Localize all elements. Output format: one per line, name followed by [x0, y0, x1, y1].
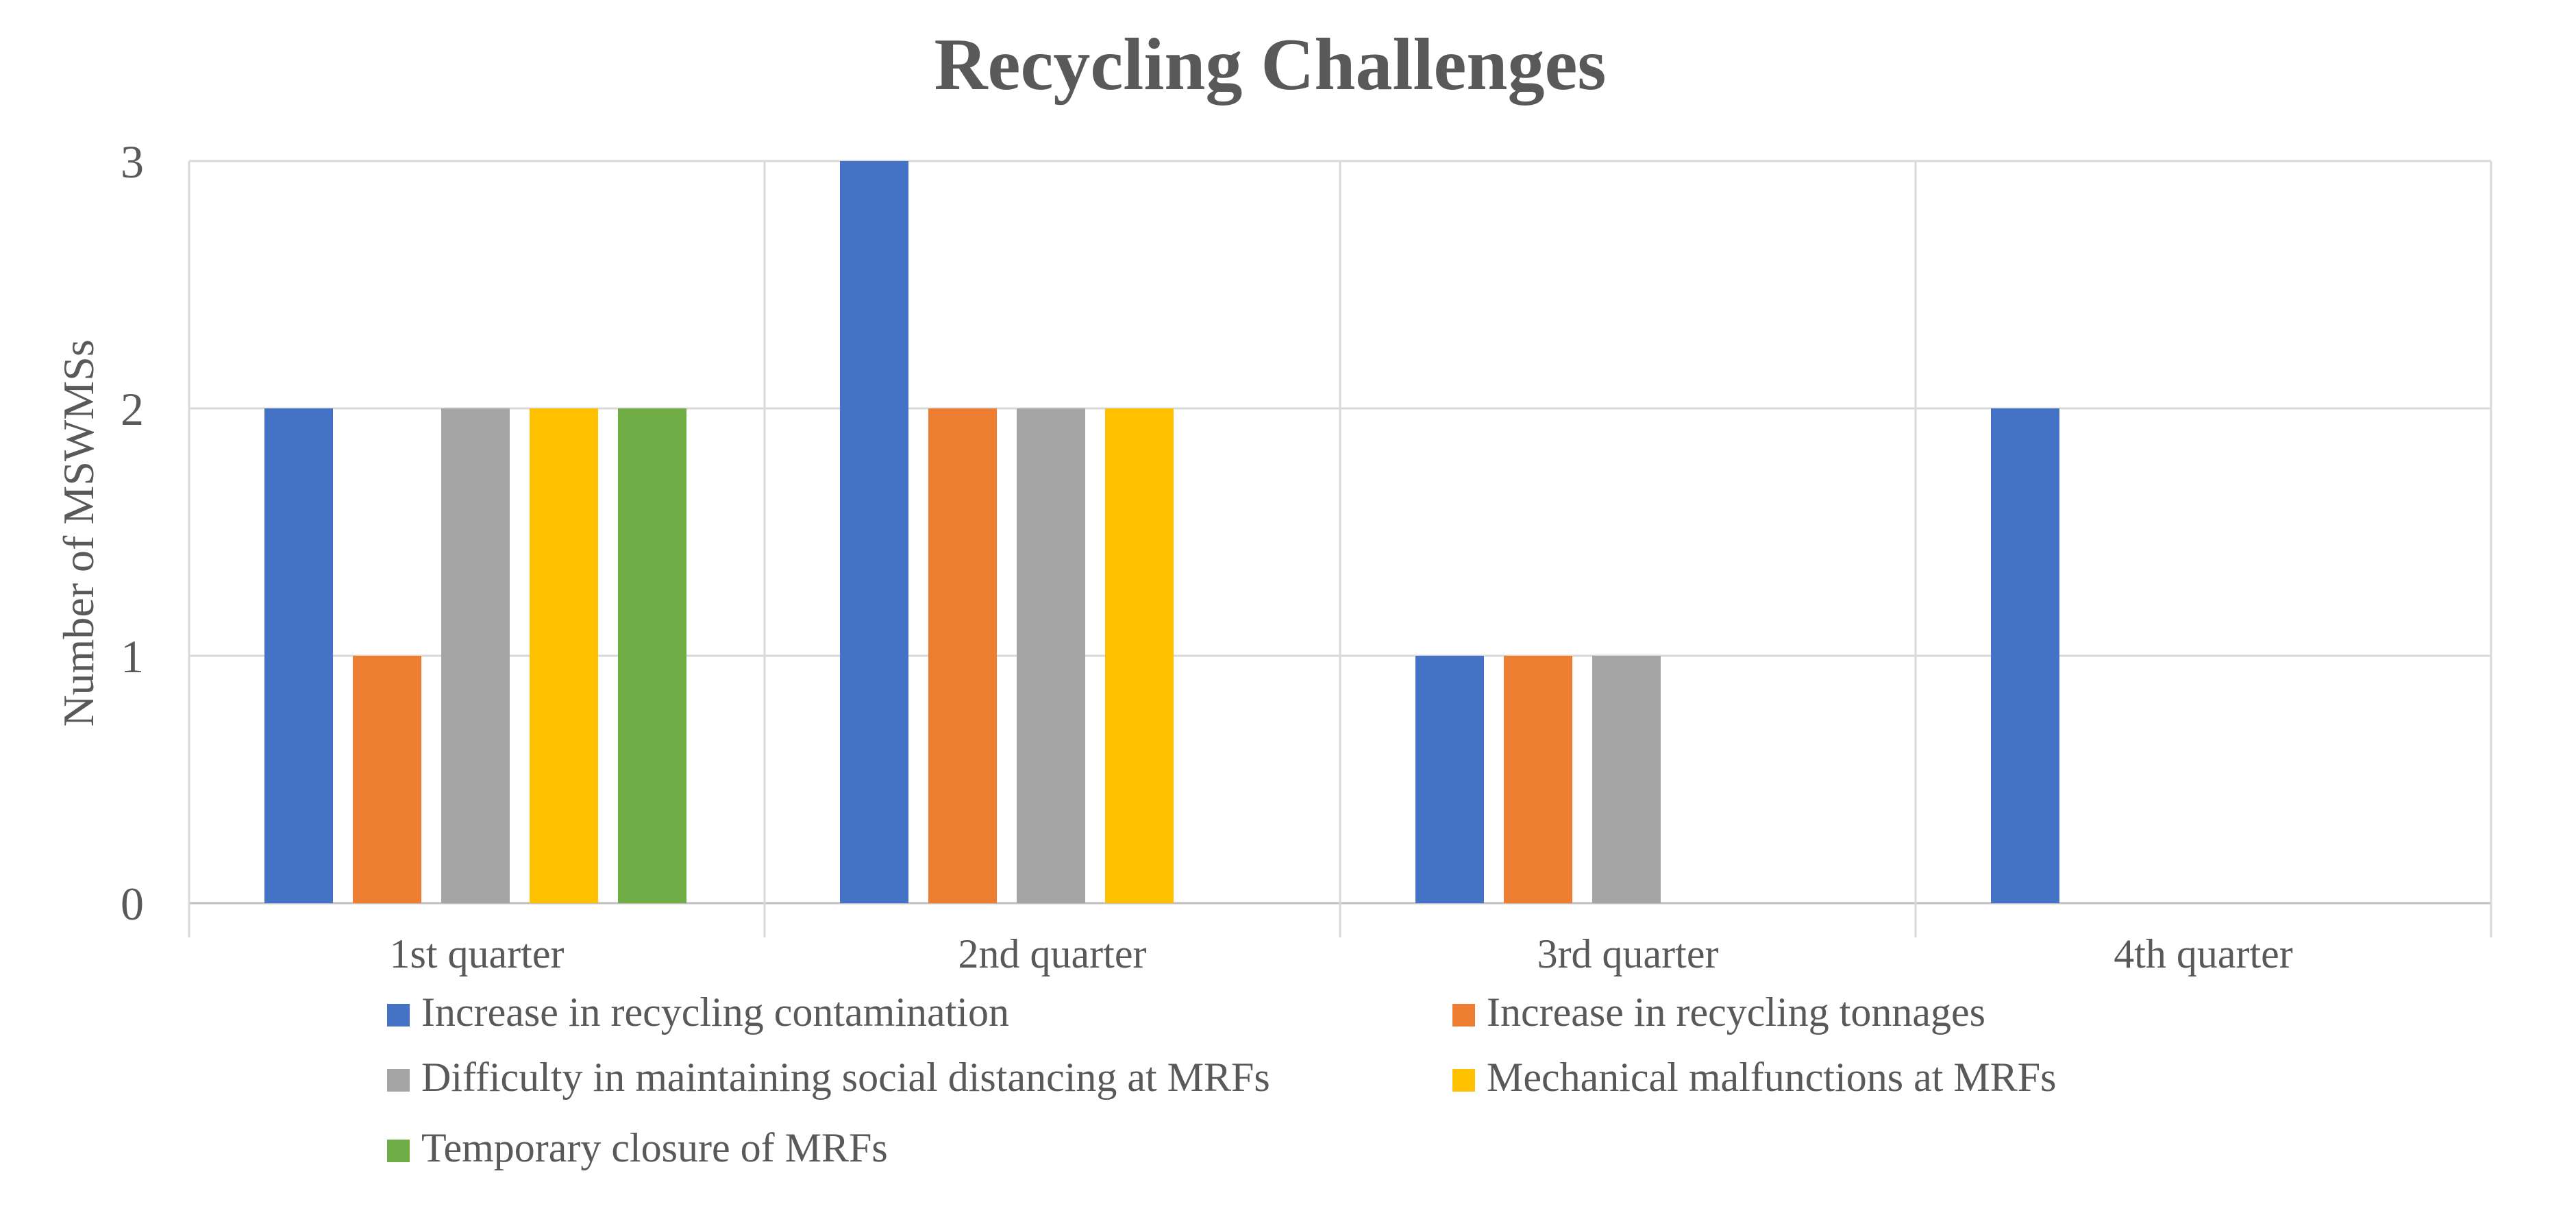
axes: 0 1 2 3 1st quarter 2nd quarter 3rd quarter 4th…: [121, 136, 2293, 976]
bar-series1-1st-quarter: [264, 408, 333, 903]
legend-swatch-3: [387, 1069, 410, 1092]
y-tick-label: 3: [121, 136, 144, 188]
bar-series1-4th-quarter: [1991, 408, 2059, 903]
x-tick-label: 3rd quarter: [1537, 931, 1719, 976]
legend-label-5: Temporary closure of MRFs: [421, 1125, 888, 1170]
bar-series2-1st-quarter: [353, 656, 421, 903]
legend-label-3: Difficulty in maintaining social distanc…: [421, 1055, 1270, 1100]
y-tick-label: 1: [121, 630, 144, 683]
bar-series4-1st-quarter: [530, 408, 598, 903]
x-tick-label: 4th quarter: [2114, 931, 2293, 976]
bar-series5-1st-quarter: [618, 408, 686, 903]
x-tick-label: 1st quarter: [390, 931, 565, 976]
bars: [264, 161, 2059, 903]
y-axis-label: Number of MSWMSs: [54, 339, 103, 726]
y-tick-label: 2: [121, 383, 144, 435]
bar-series3-2nd-quarter: [1017, 408, 1085, 903]
legend-swatch-1: [387, 1004, 410, 1027]
legend-swatch-2: [1452, 1004, 1475, 1027]
bar-series1-2nd-quarter: [840, 161, 908, 903]
legend-swatch-4: [1452, 1069, 1475, 1092]
legend-label-4: Mechanical malfunctions at MRFs: [1487, 1055, 2057, 1100]
legend-swatch-5: [387, 1140, 410, 1162]
bar-series3-1st-quarter: [441, 408, 510, 903]
bar-series4-2nd-quarter: [1105, 408, 1174, 903]
y-tick-label: 0: [121, 878, 144, 930]
bar-series3-3rd-quarter: [1592, 656, 1661, 903]
legend-label-2: Increase in recycling tonnages: [1487, 989, 1985, 1035]
legend-label-1: Increase in recycling contamination: [421, 989, 1009, 1035]
chart-title: Recycling Challenges: [934, 24, 1607, 106]
bar-series2-2nd-quarter: [928, 408, 997, 903]
x-tick-label: 2nd quarter: [958, 931, 1147, 976]
legend: Increase in recycling contamination Incre…: [387, 989, 2057, 1170]
bar-series2-3rd-quarter: [1504, 656, 1572, 903]
bar-series1-3rd-quarter: [1415, 656, 1484, 903]
